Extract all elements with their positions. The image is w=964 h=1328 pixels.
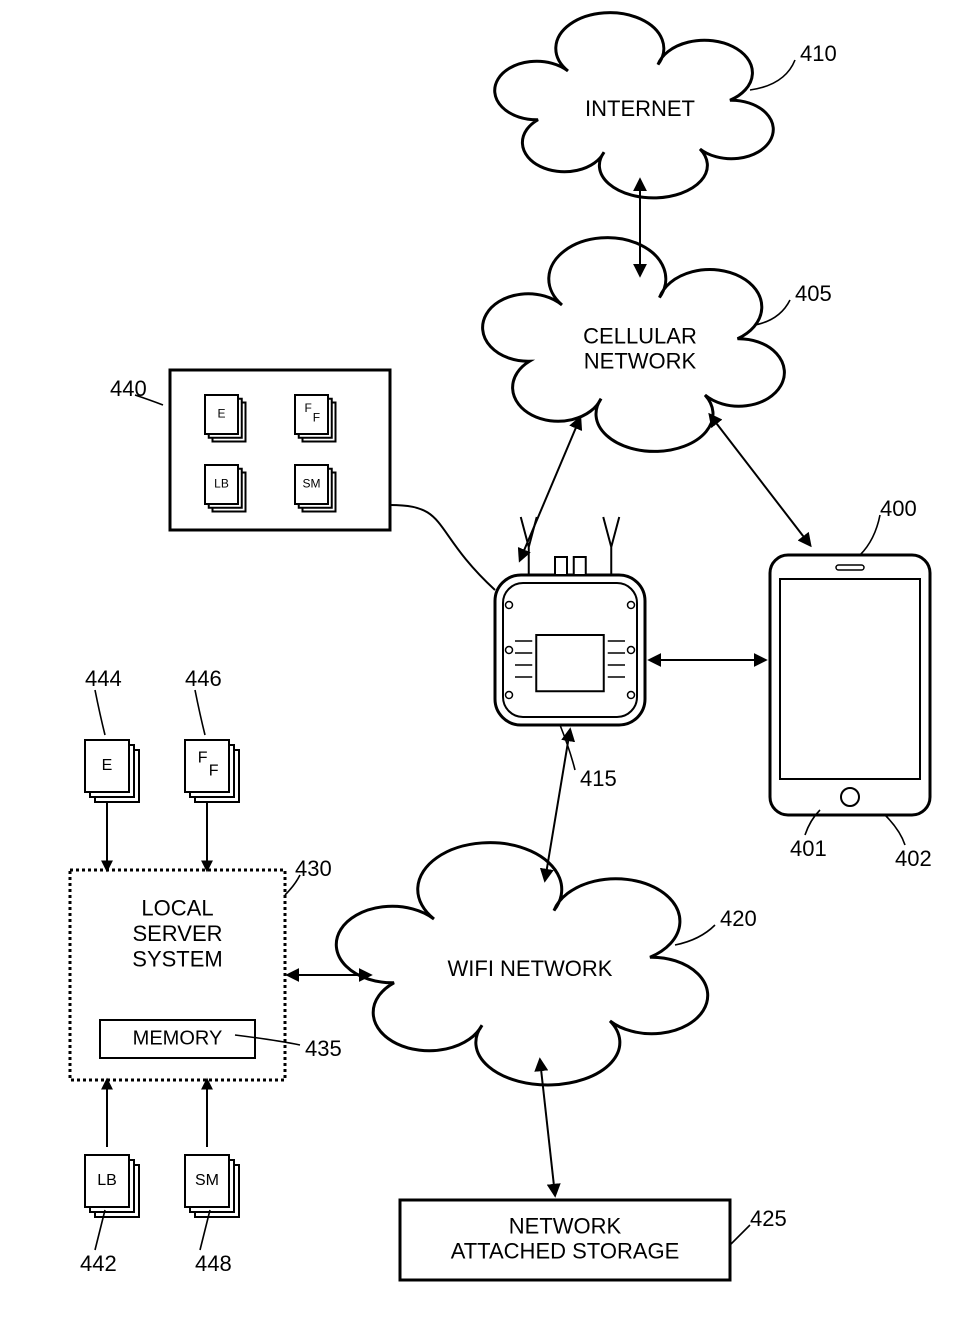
svg-text:LB: LB [214, 477, 229, 491]
cloud-wifi-label: WIFI NETWORK [448, 956, 613, 981]
ref-446: 446 [185, 666, 222, 691]
leader-400 [860, 515, 880, 555]
ref-440: 440 [110, 376, 147, 401]
arrow-2 [710, 415, 810, 545]
leader-402 [885, 815, 905, 845]
svg-text:LB: LB [97, 1172, 117, 1189]
icon-box [170, 370, 390, 530]
ref-420: 420 [720, 906, 757, 931]
ref-448: 448 [195, 1251, 232, 1276]
leader-410 [750, 60, 795, 90]
svg-text:MEMORY: MEMORY [133, 1027, 223, 1049]
svg-text:E: E [102, 757, 113, 774]
svg-text:SM: SM [195, 1172, 219, 1189]
ref-444: 444 [85, 666, 122, 691]
arrow-1 [520, 418, 580, 560]
svg-text:SM: SM [303, 477, 321, 491]
ref-410: 410 [800, 41, 837, 66]
ref-401: 401 [790, 836, 827, 861]
smartphone [770, 555, 930, 815]
leader-444 [95, 690, 105, 735]
ref-400: 400 [880, 496, 917, 521]
ref-430: 430 [295, 856, 332, 881]
router [495, 517, 645, 725]
arrow-4 [545, 730, 570, 880]
cloud-internet-label: INTERNET [585, 96, 695, 121]
ref-405: 405 [795, 281, 832, 306]
leader-420 [675, 925, 715, 945]
cloud-cellular-label: CELLULARNETWORK [583, 323, 697, 373]
svg-text:E: E [217, 407, 225, 421]
svg-text:F: F [198, 749, 208, 766]
svg-text:LOCALSERVERSYSTEM: LOCALSERVERSYSTEM [132, 896, 222, 972]
ref-442: 442 [80, 1251, 117, 1276]
wire-iconbox-router [390, 505, 495, 590]
svg-text:F: F [305, 401, 312, 415]
svg-text:F: F [313, 411, 320, 425]
ref-415: 415 [580, 766, 617, 791]
diagram-canvas: INTERNET CELLULARNETWORK WIFI NETWORK LOCAL… [0, 0, 964, 1328]
leader-446 [195, 690, 205, 735]
svg-text:F: F [209, 762, 219, 779]
ref-425: 425 [750, 1206, 787, 1231]
leader-425 [730, 1225, 750, 1245]
leader-415 [560, 725, 575, 770]
ref-435: 435 [305, 1036, 342, 1061]
ref-402: 402 [895, 846, 932, 871]
